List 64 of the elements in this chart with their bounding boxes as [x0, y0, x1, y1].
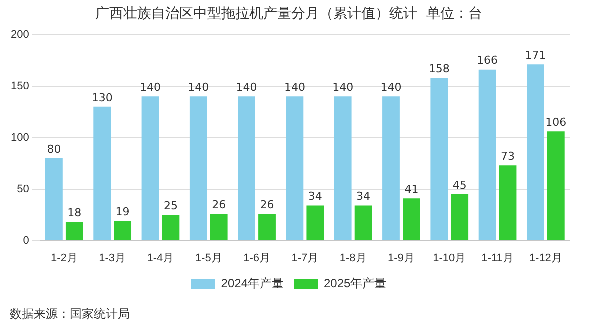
data-label: 140	[332, 80, 354, 94]
x-tick-label: 1-11月	[482, 252, 514, 264]
data-label: 41	[404, 182, 419, 196]
bar	[430, 78, 448, 240]
bar	[499, 166, 517, 240]
data-label: 34	[356, 190, 371, 204]
bar	[286, 96, 304, 240]
data-label: 25	[164, 199, 178, 212]
data-label: 140	[188, 80, 210, 94]
data-label: 166	[477, 54, 498, 68]
bar	[354, 206, 372, 240]
bar	[258, 214, 276, 240]
chart-title: 广西壮族自治区中型拖拉机产量分月（累计值）统计 单位：台	[96, 6, 482, 22]
data-label: 140	[284, 80, 306, 94]
x-tick-label: 1-8月	[340, 252, 367, 264]
bar	[334, 96, 352, 240]
data-label: 45	[452, 178, 467, 192]
x-tick-label: 1-7月	[292, 252, 319, 264]
data-label: 26	[212, 198, 226, 212]
bar	[66, 222, 84, 240]
bar	[382, 96, 400, 240]
data-label: 73	[501, 150, 516, 163]
data-label: 34	[308, 190, 322, 204]
x-tick-label: 1-5月	[195, 252, 222, 264]
bar	[547, 132, 565, 240]
bar	[478, 70, 496, 240]
bar	[210, 214, 228, 240]
x-tick-label: 1-9月	[388, 252, 415, 264]
data-label: 18	[68, 206, 82, 220]
data-label: 80	[47, 142, 62, 156]
source-note: 数据来源：国家统计局	[10, 306, 130, 323]
data-label: 171	[525, 49, 546, 62]
legend-label: 2025年产量	[324, 276, 387, 290]
bar	[142, 96, 160, 240]
y-tick-label: 100	[10, 132, 30, 144]
data-label: 106	[546, 116, 567, 129]
y-tick-label: 0	[23, 234, 30, 247]
data-label: 140	[140, 80, 161, 94]
x-tick-label: 1-10月	[433, 252, 466, 264]
data-label: 19	[116, 206, 130, 219]
x-tick-label: 1-2月	[50, 252, 78, 264]
y-tick-label: 50	[17, 183, 30, 196]
bar	[114, 221, 132, 240]
bar	[162, 215, 180, 240]
data-label: 130	[92, 91, 113, 104]
bar	[94, 106, 112, 240]
x-tick-label: 1-12月	[529, 252, 562, 264]
data-label: 140	[236, 80, 258, 94]
data-label: 140	[380, 80, 402, 94]
data-label: 26	[260, 198, 274, 212]
data-label: 158	[428, 62, 450, 76]
x-tick-label: 1-6月	[244, 252, 270, 264]
bar	[526, 64, 544, 240]
bar	[238, 96, 256, 240]
x-tick-label: 1-4月	[147, 252, 174, 264]
x-tick-label: 1-3月	[99, 252, 126, 264]
y-tick-label: 200	[10, 28, 30, 41]
legend-label: 2024年产量	[221, 276, 284, 290]
bar	[306, 206, 324, 240]
bar	[451, 194, 469, 240]
bar	[46, 158, 63, 240]
bar	[403, 198, 420, 240]
y-tick-label: 150	[10, 80, 30, 92]
bar	[190, 96, 208, 240]
